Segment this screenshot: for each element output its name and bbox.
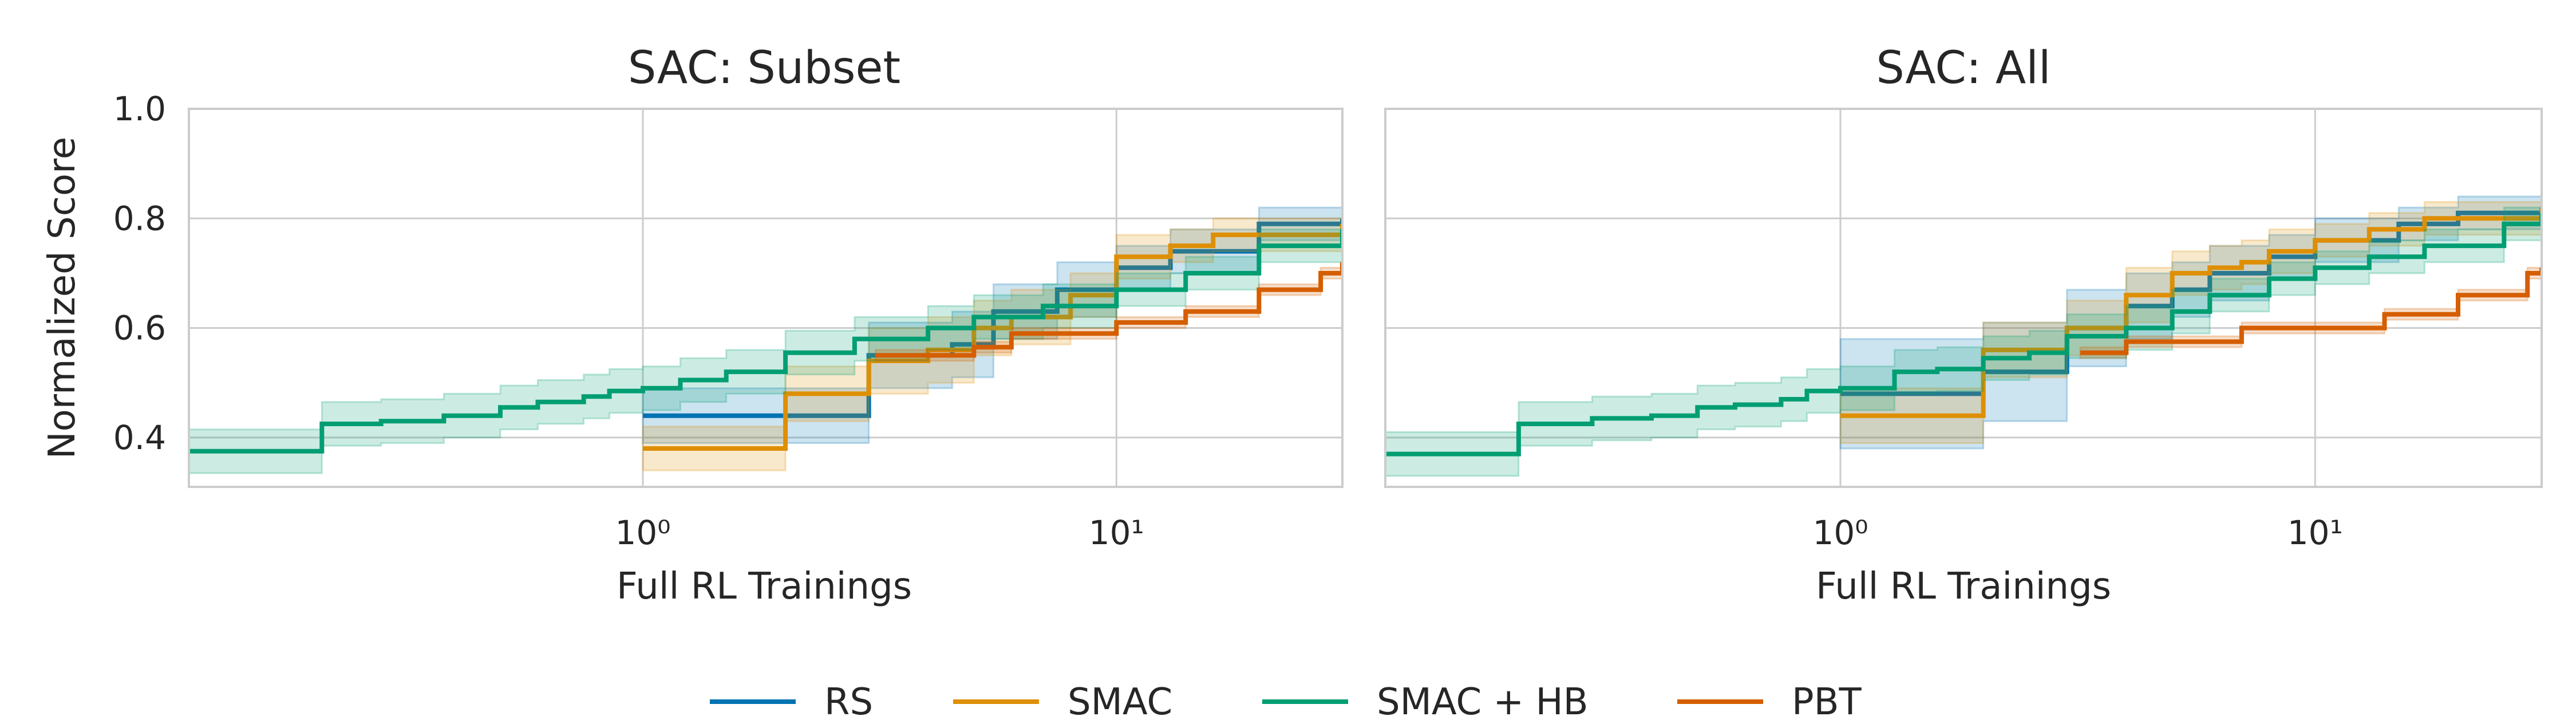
plot-area [1385, 191, 2542, 477]
legend: RS SMAC SMAC + HB PBT [710, 681, 1862, 716]
x-tick-label: 10¹ [2287, 513, 2343, 552]
x-axis-label-subset: Full RL Trainings [617, 565, 912, 608]
x-axis-label-all: Full RL Trainings [1816, 565, 2111, 608]
legend-label-rs: RS [824, 681, 873, 716]
legend-label-smac-hb: SMAC + HB [1377, 681, 1589, 716]
legend-label-pbt: PBT [1792, 681, 1862, 716]
axes-frame [188, 108, 1344, 488]
series-band-smac [1839, 191, 2542, 444]
chart-title-all: SAC: All [1876, 42, 2050, 94]
series-line-pbt [875, 262, 1342, 358]
axes-frame [1384, 108, 2543, 488]
chart-title-subset: SAC: Subset [628, 42, 900, 94]
legend-label-smac: SMAC [1068, 681, 1172, 716]
panel-sac-subset: 10⁰ 10¹ 0.4 0.6 0.8 1.0 [113, 89, 1344, 552]
series-band-smac-hb [189, 213, 1342, 474]
x-tick-label: 10⁰ [1812, 513, 1868, 552]
y-tick-label: 0.8 [113, 199, 166, 238]
y-axis-label: Normalized Score [41, 137, 84, 459]
series-band-smac-hb [1385, 196, 2542, 477]
x-tick-label: 10¹ [1089, 513, 1144, 552]
y-tick-label: 1.0 [113, 89, 166, 128]
plot-area [189, 202, 1342, 474]
x-tick-label: 10⁰ [615, 513, 670, 552]
panel-sac-all: 10⁰ 10¹ [1384, 108, 2543, 552]
series-line-smac-hb [1385, 213, 2542, 457]
y-tick-label: 0.6 [113, 309, 166, 348]
series-line-pbt [2080, 267, 2542, 355]
y-tick-label: 0.4 [113, 418, 166, 457]
series-line-smac-hb [189, 229, 1342, 454]
